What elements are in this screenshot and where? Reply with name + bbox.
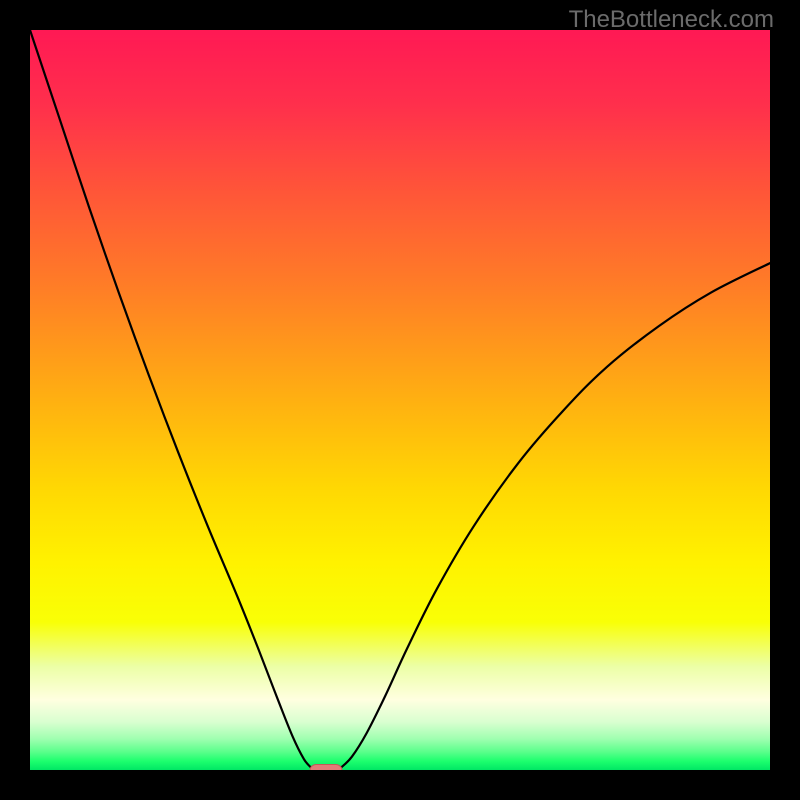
watermark-text: TheBottleneck.com [569,6,774,34]
chart-stage: TheBottleneck.com [0,0,800,800]
plot-area [30,30,770,770]
plot-svg [30,30,770,770]
vertex-marker [310,764,342,770]
gradient-background [30,30,770,770]
